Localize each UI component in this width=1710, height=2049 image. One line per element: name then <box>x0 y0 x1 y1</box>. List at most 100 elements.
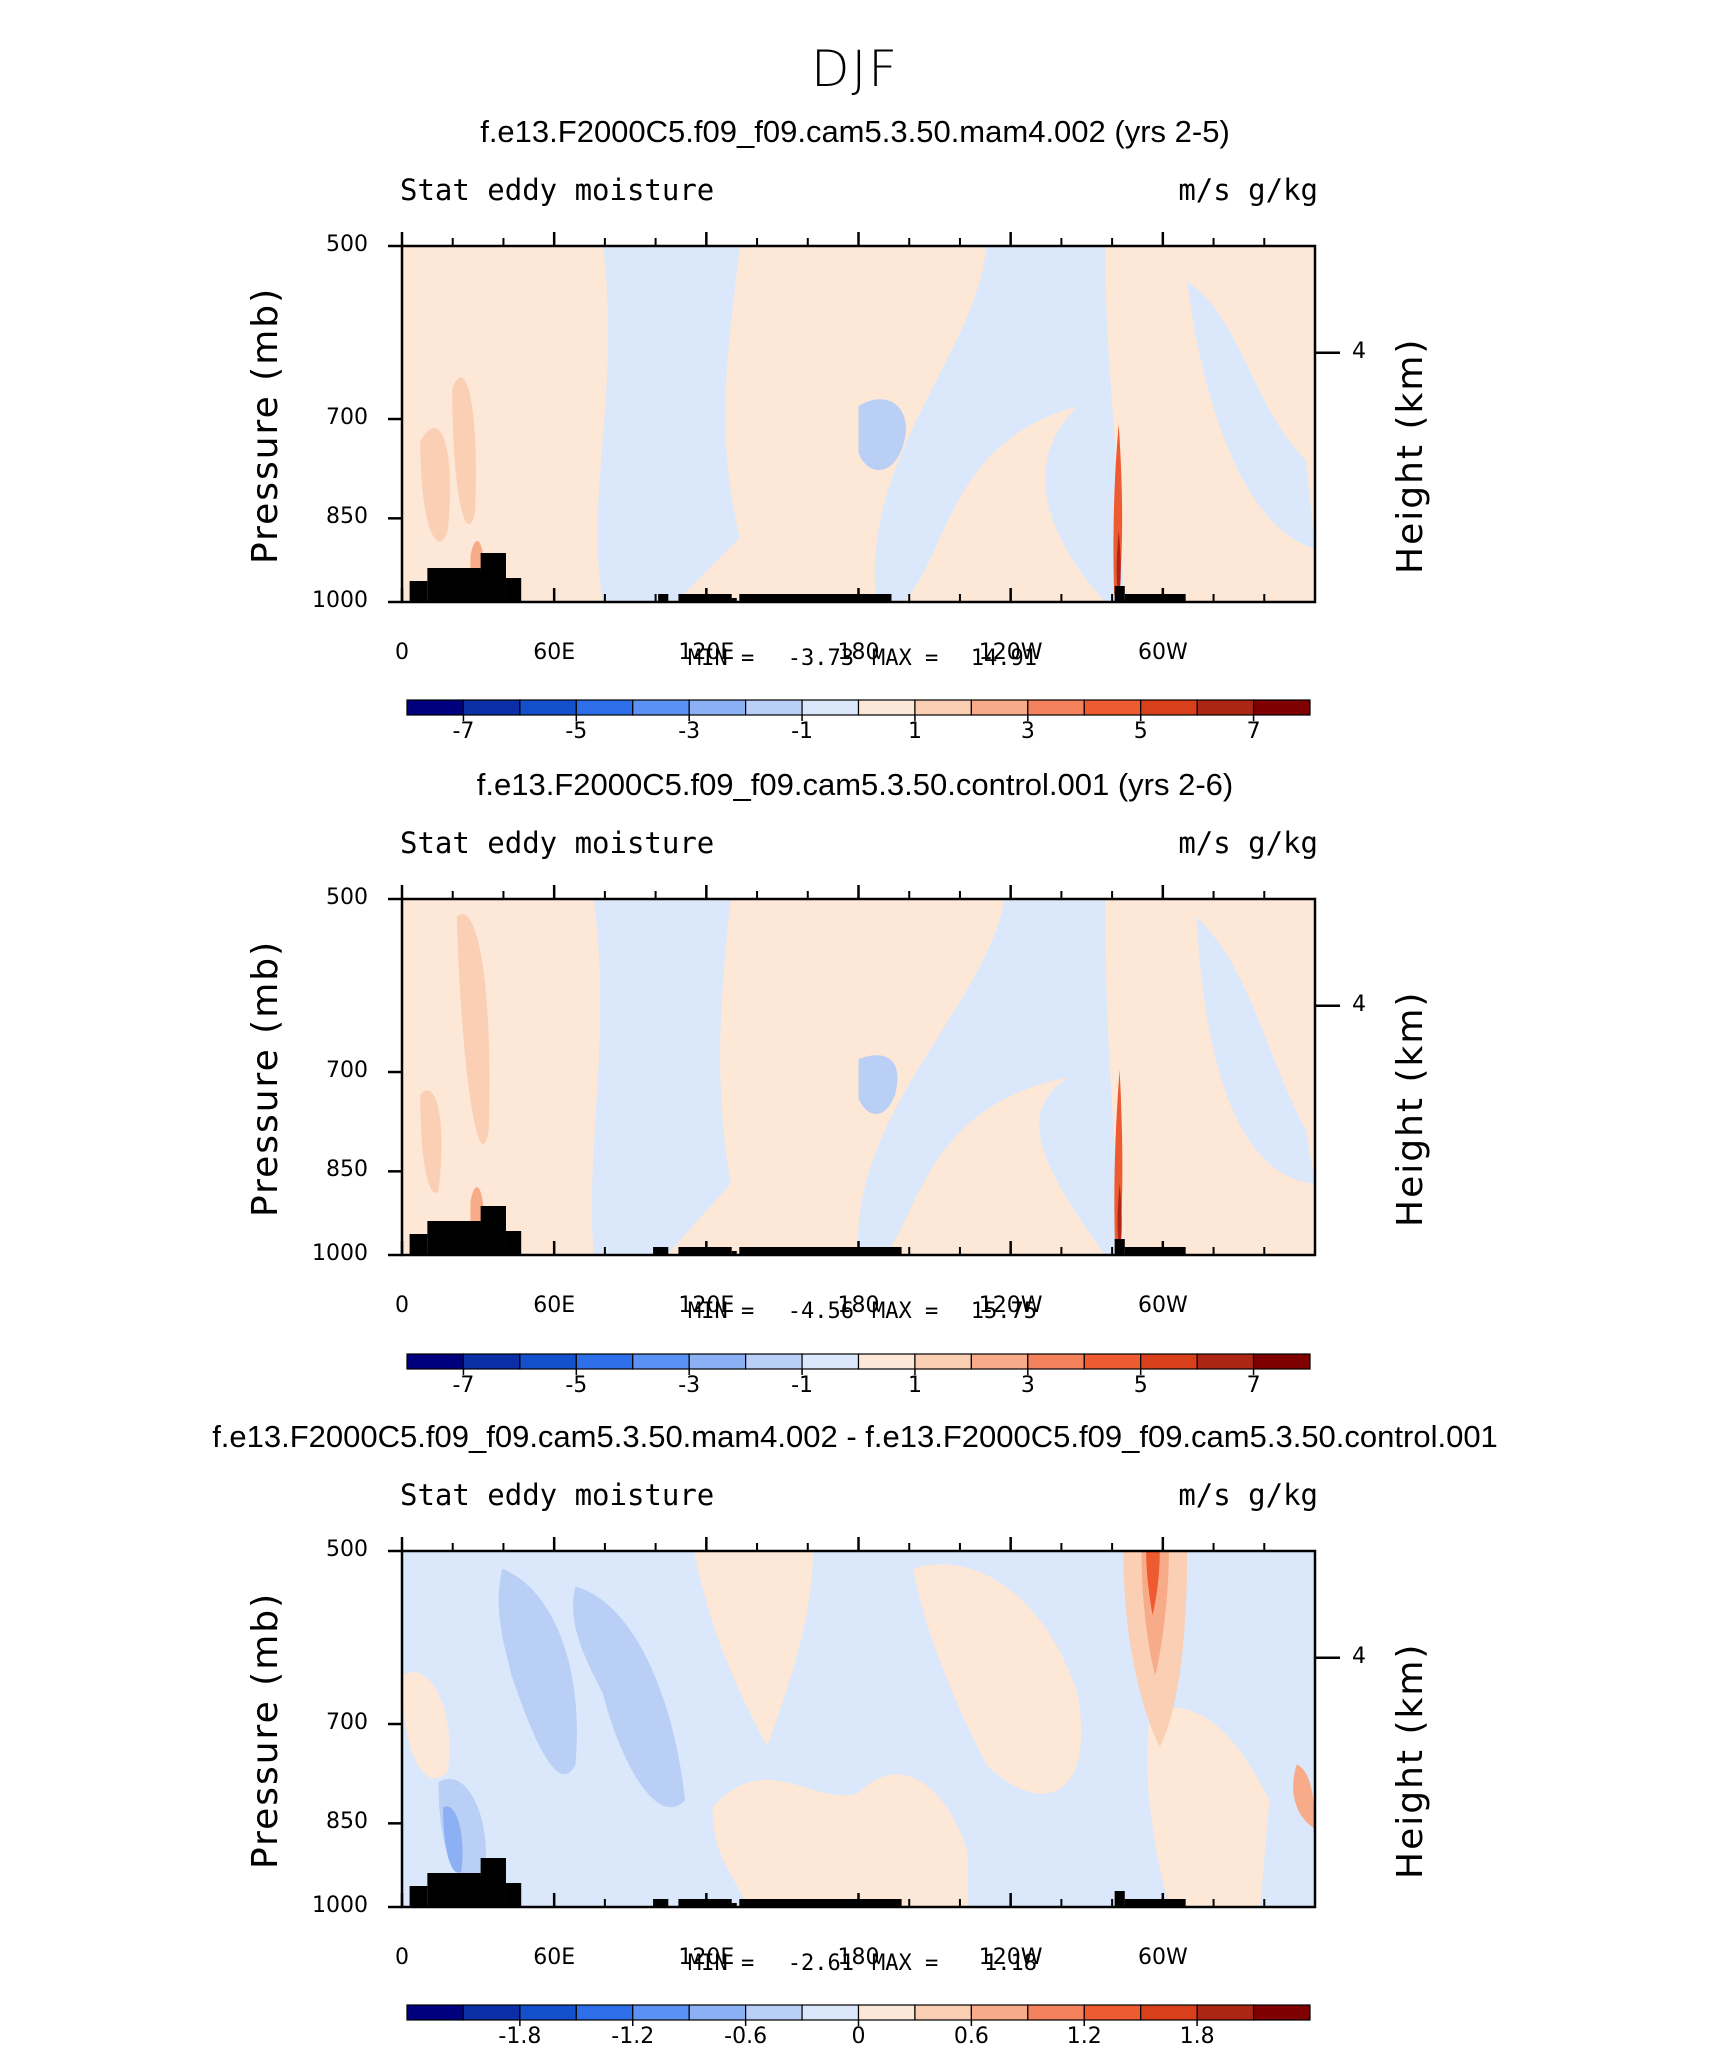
colorbar-swatch <box>801 699 860 716</box>
topography-mask <box>473 1876 494 1907</box>
topography-mask <box>739 1899 902 1907</box>
colorbar-tick-label: -7 <box>452 1373 475 1398</box>
colorbar-swatch <box>745 1353 803 1370</box>
topography-mask <box>473 571 494 602</box>
field-contours <box>402 1551 1315 1907</box>
colorbar-swatch <box>462 699 521 716</box>
contour-region <box>858 899 1124 1255</box>
x-tick-label: 60E <box>533 1293 576 1318</box>
topography-mask <box>739 1247 902 1255</box>
field-contours <box>420 899 1315 1255</box>
contour-region <box>420 1090 442 1193</box>
colorbar-tick-label: 3 <box>1020 719 1035 744</box>
colorbar-swatch <box>970 1353 1029 1370</box>
min-label: MIN = <box>688 646 755 671</box>
topography-mask <box>1124 594 1186 602</box>
contour-region <box>858 399 906 471</box>
x-tick-label: 180 <box>837 640 880 665</box>
y-axis-right-title: Height (km) <box>1390 337 1431 574</box>
colorbar-swatch <box>575 2004 634 2021</box>
topography-mask <box>505 1883 522 1907</box>
colorbar-tick-label: 0.6 <box>953 2024 989 2049</box>
y-axis-title: Pressure (mb) <box>245 286 286 564</box>
figure-title: DJF <box>810 40 899 98</box>
x-tick-label: 120W <box>978 640 1043 665</box>
colorbar-swatch <box>745 699 803 716</box>
colorbar-swatch <box>801 2004 860 2021</box>
panel-title: f.e13.F2000C5.f09_f09.cam5.3.50.mam4.002… <box>480 114 1230 149</box>
units-label: m/s g/kg <box>1178 173 1318 207</box>
x-tick-label: 0 <box>395 640 409 665</box>
colorbar-swatch <box>462 2004 521 2021</box>
topography-mask <box>1124 1247 1186 1255</box>
colorbar-tick-label: 1 <box>907 1373 922 1398</box>
min-value: -2.61 <box>787 1951 854 1976</box>
contour-region <box>573 1586 686 1808</box>
colorbar-swatch <box>1140 2004 1198 2021</box>
colorbar-swatch <box>857 1353 916 1370</box>
topography-mask <box>1114 1239 1125 1255</box>
colorbar-tick-label: 5 <box>1133 719 1148 744</box>
y-tick-label: 1000 <box>312 1241 368 1266</box>
max-label: MAX = <box>872 1299 939 1324</box>
contour-region <box>712 1774 969 1907</box>
colorbar-tick-label: 5 <box>1133 1373 1148 1398</box>
y-tick-label: 1000 <box>312 1893 368 1918</box>
y-tick-label: 700 <box>326 1058 368 1084</box>
topography-mask <box>409 1234 428 1255</box>
min-label: MIN = <box>688 1951 755 1976</box>
field-name-label: Stat eddy moisture <box>400 173 715 207</box>
colorbar-swatch <box>1083 1353 1142 1370</box>
height-tick-label: 4 <box>1352 338 1366 364</box>
colorbar-swatch <box>462 1353 521 1370</box>
x-tick-label: 0 <box>395 1945 409 1970</box>
topography-mask <box>1114 1891 1125 1907</box>
y-tick-label: 850 <box>326 1157 368 1183</box>
y-tick-label: 850 <box>326 1809 368 1835</box>
panel-2 <box>388 885 1340 1375</box>
colorbar-swatch <box>1252 699 1311 716</box>
colorbar-swatch <box>914 1353 972 1370</box>
colorbar-swatch <box>688 2004 747 2021</box>
topography-mask <box>1114 586 1125 602</box>
max-value: 14.91 <box>970 646 1037 671</box>
x-tick-label: 60W <box>1137 1945 1188 1970</box>
contour-region <box>443 1806 463 1873</box>
x-tick-label: 60E <box>533 640 576 665</box>
colorbar-swatch <box>406 699 465 716</box>
colorbar-swatch <box>575 1353 634 1370</box>
colorbar-tick-label: -0.6 <box>724 2024 768 2049</box>
colorbar-swatch <box>519 699 577 716</box>
topography-mask <box>739 594 892 602</box>
y-axis-right-title: Height (km) <box>1390 990 1431 1227</box>
colorbar-tick-label: 7 <box>1246 1373 1261 1398</box>
colorbar-swatch <box>1252 2004 1311 2021</box>
colorbar-swatch <box>688 699 747 716</box>
y-tick-label: 500 <box>326 885 368 910</box>
colorbar-tick-label: 1.8 <box>1179 2024 1215 2049</box>
y-axis-right-title: Height (km) <box>1390 1642 1431 1879</box>
topography-mask <box>505 1231 522 1255</box>
contour-region <box>1147 1707 1270 1907</box>
colorbar-swatch <box>519 2004 577 2021</box>
colorbar-swatch <box>632 699 690 716</box>
colorbar-swatch <box>1083 2004 1142 2021</box>
contour-region <box>874 246 1124 602</box>
contour-region <box>1117 1183 1122 1252</box>
topography-mask <box>409 1886 428 1907</box>
colorbar-swatch <box>857 699 916 716</box>
y-tick-label: 700 <box>326 405 368 431</box>
contour-region <box>498 1568 577 1775</box>
y-tick-label: 500 <box>326 1537 368 1562</box>
colorbar-swatch <box>970 2004 1029 2021</box>
topography-mask <box>427 568 481 602</box>
contour-region <box>591 899 731 1255</box>
y-axis-title: Pressure (mb) <box>245 1591 286 1869</box>
field-name-label: Stat eddy moisture <box>400 1478 715 1512</box>
topography-mask <box>731 1903 737 1907</box>
colorbar-tick-label: 1.2 <box>1066 2024 1102 2049</box>
topography-mask <box>653 1899 669 1907</box>
topography-mask <box>473 1224 494 1255</box>
topography-mask <box>678 1247 732 1255</box>
